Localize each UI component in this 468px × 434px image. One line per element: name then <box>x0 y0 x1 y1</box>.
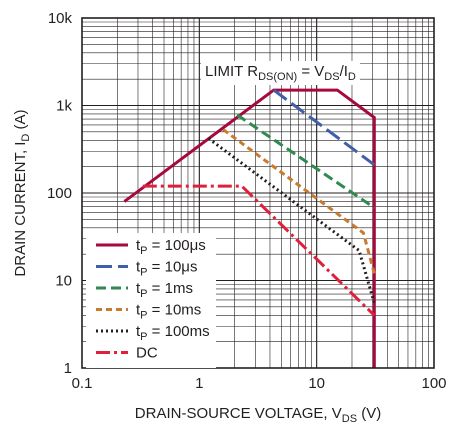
annotation-box <box>201 61 360 85</box>
series-line-3 <box>236 113 376 209</box>
annotation-background <box>201 61 360 85</box>
legend-label-1: tP = 100μs <box>136 237 206 257</box>
legend-label-6: DC <box>136 345 158 362</box>
y-tick-label: 1 <box>64 360 72 377</box>
y-tick-label: 10 <box>55 273 72 290</box>
series-line-2 <box>272 88 376 167</box>
x-axis-title: DRAIN-SOURCE VOLTAGE, VDS (V) <box>135 405 381 425</box>
y-axis-title: DRAIN CURRENT, ID (A) <box>12 109 32 276</box>
annotation-part: DS(ON) <box>258 71 297 83</box>
x-tick-label: 100 <box>421 375 446 392</box>
x-tick-label: 0.1 <box>72 375 93 392</box>
series-lines <box>123 88 376 368</box>
series-line-6 <box>142 184 376 317</box>
y-tick-label: 1k <box>56 98 72 115</box>
x-tick-label: 1 <box>195 375 203 392</box>
series-line-1 <box>123 88 376 368</box>
y-tick-label: 100 <box>47 185 72 202</box>
legend-label-2: tP = 10μs <box>136 259 197 279</box>
annotation-part: /I <box>340 63 348 80</box>
annotation-part: DS <box>324 71 339 83</box>
legend-label-3: tP = 1ms <box>136 280 193 300</box>
y-tick-label: 10k <box>48 10 73 27</box>
annotation-part: D <box>348 71 356 83</box>
limit-annotation: LIMIT RDS(ON) = VDS/ID <box>205 63 356 83</box>
plot-frame <box>81 17 435 369</box>
legend-label-4: tP = 10ms <box>136 302 201 322</box>
legend-box <box>86 233 216 368</box>
legend-label-5: tP = 100ms <box>136 323 210 343</box>
series-line-4 <box>222 128 376 274</box>
annotation-part: LIMIT R <box>205 63 258 80</box>
x-tick-label: 10 <box>308 375 325 392</box>
annotation-part: = V <box>297 63 324 80</box>
